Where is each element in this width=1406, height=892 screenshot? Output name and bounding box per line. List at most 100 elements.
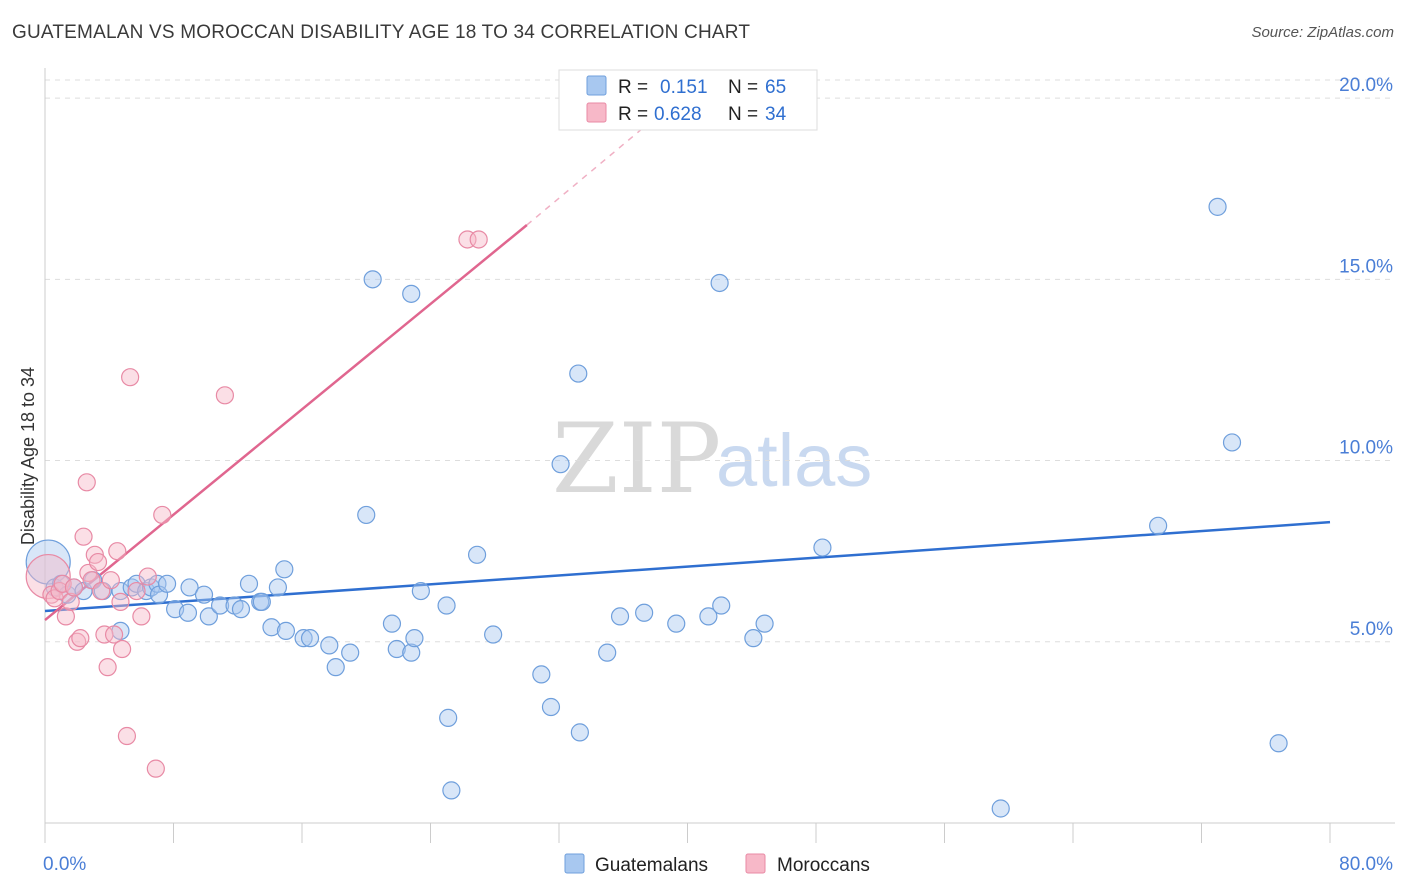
point-guatemalan: [387, 639, 406, 659]
source-credit: Source: ZipAtlas.com: [1251, 24, 1394, 41]
point-moroccan: [117, 726, 137, 746]
point-guatemalan: [402, 643, 421, 662]
point-guatemalan: [268, 578, 288, 597]
point-moroccan: [121, 368, 140, 387]
chart-title: GUATEMALAN VS MOROCCAN DISABILITY AGE 18…: [12, 22, 751, 43]
point-moroccan: [88, 552, 108, 572]
point-guatemalan: [467, 545, 487, 564]
point-guatemalan: [744, 629, 763, 648]
y-axis-label: Disability Age 18 to 34: [18, 367, 38, 545]
point-guatemalan: [178, 603, 198, 622]
point-guatemalan: [439, 708, 458, 727]
point-guatemalan: [199, 607, 218, 626]
y-tick-label: 15.0%: [1339, 256, 1393, 277]
point-guatemalan: [276, 621, 296, 641]
data-points: [25, 197, 1288, 818]
point-moroccan: [469, 230, 488, 249]
point-guatemalan: [570, 723, 589, 742]
point-guatemalan: [25, 539, 71, 585]
point-guatemalan: [239, 574, 259, 593]
point-moroccan: [53, 574, 72, 593]
legend-r-value-2: 0.628: [654, 104, 702, 125]
point-guatemalan: [157, 574, 177, 593]
point-guatemalan: [635, 603, 654, 622]
legend-r-label-2: R =: [618, 104, 648, 125]
watermark-zip: ZIP: [552, 403, 721, 515]
legend-swatch-guatemalans: [586, 75, 607, 96]
bottom-legend-swatch-moroccans: [745, 853, 766, 874]
axes: 5.0% 10.0% 15.0% 20.0% 0.0% 80.0%: [43, 68, 1395, 875]
point-moroccan: [153, 505, 172, 525]
point-guatemalan: [326, 658, 345, 677]
point-guatemalan: [813, 538, 832, 557]
point-guatemalan: [262, 618, 281, 637]
point-guatemalan: [194, 585, 214, 604]
bottom-legend-swatch-guatemalans: [564, 853, 585, 874]
y-tick-label: 20.0%: [1339, 75, 1393, 96]
correlation-legend: R = 0.151 N = 65 R = 0.628 N = 34: [558, 69, 818, 131]
point-guatemalan: [541, 697, 561, 717]
series-legend: Guatemalans Moroccans: [564, 853, 870, 876]
point-guatemalan: [610, 607, 630, 626]
point-guatemalan: [320, 636, 339, 655]
point-guatemalan: [667, 614, 686, 633]
point-moroccan: [64, 578, 84, 597]
legend-r-value-1: 0.151: [660, 77, 708, 98]
point-guatemalan: [442, 781, 461, 800]
legend-n-label-1: N =: [728, 77, 758, 98]
point-guatemalan: [991, 799, 1010, 818]
point-guatemalan: [710, 273, 729, 293]
point-guatemalan: [341, 643, 360, 662]
y-tick-label: 5.0%: [1350, 619, 1393, 640]
point-moroccan: [61, 592, 80, 612]
x-tick-label-max: 80.0%: [1339, 854, 1393, 875]
point-guatemalan: [210, 596, 230, 615]
point-guatemalan: [755, 614, 774, 633]
point-guatemalan: [532, 665, 551, 684]
point-guatemalan: [252, 592, 271, 612]
point-guatemalan: [699, 607, 718, 626]
legend-n-value-2: 34: [765, 104, 787, 125]
point-guatemalan: [569, 364, 588, 383]
trend-lines: [44, 90, 1331, 622]
point-moroccan: [95, 625, 114, 644]
point-moroccan: [138, 567, 157, 586]
point-moroccan: [98, 658, 117, 677]
point-guatemalan: [127, 574, 146, 593]
point-guatemalan: [275, 560, 294, 579]
legend-n-value-1: 65: [765, 77, 786, 98]
point-guatemalan: [1269, 734, 1288, 753]
point-moroccan: [112, 639, 132, 659]
point-moroccan: [101, 571, 120, 590]
point-guatemalan: [411, 581, 430, 601]
legend-r-label-1: R =: [618, 77, 648, 98]
point-moroccan: [127, 581, 146, 601]
point-guatemalan: [231, 600, 251, 619]
point-guatemalan: [551, 455, 570, 474]
point-guatemalan: [1149, 516, 1168, 535]
point-guatemalan: [1222, 433, 1242, 452]
point-moroccan: [132, 607, 151, 626]
point-guatemalan: [294, 629, 313, 648]
y-tick-label: 10.0%: [1339, 438, 1393, 459]
point-moroccan: [108, 542, 127, 561]
x-tick-label-min: 0.0%: [43, 854, 86, 875]
point-guatemalan: [363, 270, 382, 289]
point-moroccan: [215, 386, 234, 405]
trend-line-guatemalans: [44, 520, 1331, 613]
point-guatemalan: [1208, 197, 1227, 216]
point-moroccan: [71, 629, 90, 648]
gridlines: [45, 79, 1395, 643]
point-guatemalan: [484, 625, 503, 644]
legend-swatch-moroccans: [586, 102, 607, 123]
bottom-legend-moroccans: Moroccans: [777, 855, 870, 876]
point-moroccan: [111, 592, 130, 612]
point-guatemalan: [437, 596, 456, 615]
point-guatemalan: [405, 629, 424, 648]
legend-n-label-2: N =: [728, 104, 758, 125]
point-moroccan: [104, 625, 124, 644]
point-moroccan: [77, 473, 96, 492]
point-guatemalan: [300, 629, 320, 648]
point-guatemalan: [382, 614, 402, 633]
